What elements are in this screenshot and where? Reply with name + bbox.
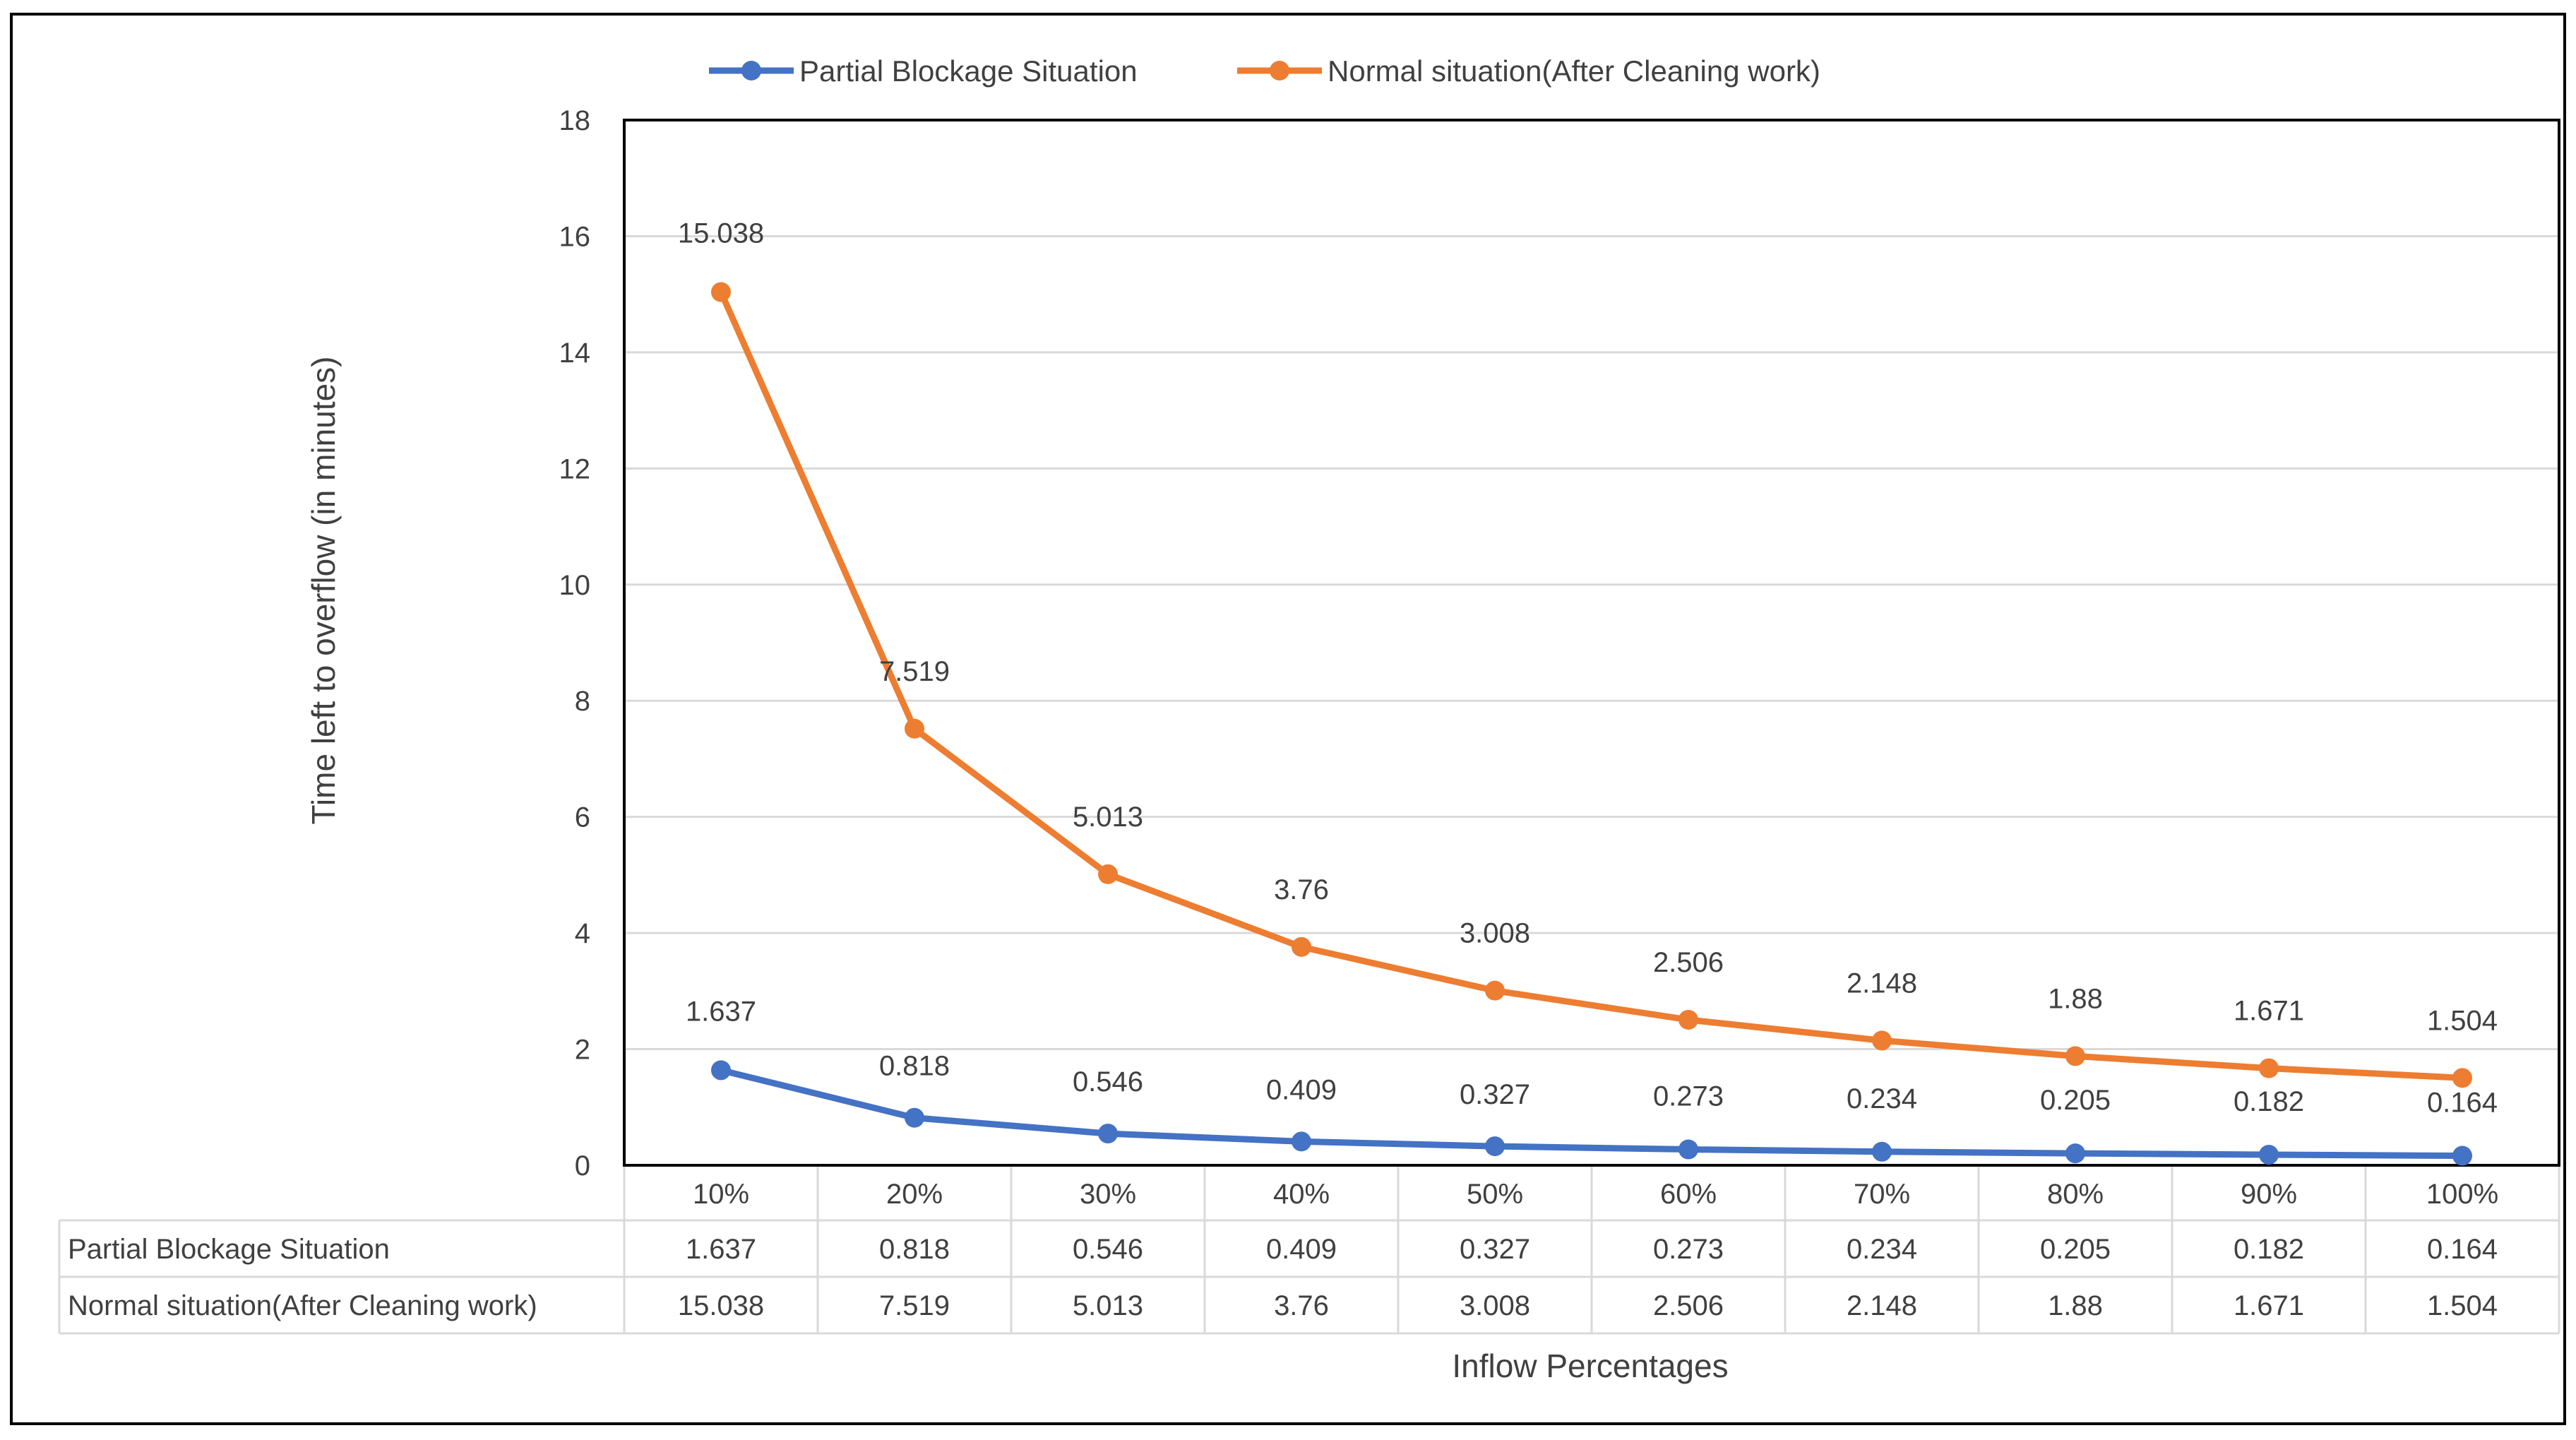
data-point [711, 1060, 731, 1081]
data-label: 0.546 [1073, 1066, 1143, 1097]
data-point [1292, 1131, 1311, 1152]
data-point [1485, 980, 1505, 1001]
data-point [1872, 1030, 1892, 1051]
table-cell: 7.519 [879, 1290, 950, 1321]
table-cell: 1.637 [686, 1234, 756, 1265]
data-point [2259, 1145, 2279, 1165]
table-cell: 15.038 [678, 1290, 764, 1321]
x-tick-label: 40% [1273, 1179, 1330, 1210]
data-label: 7.519 [879, 656, 950, 687]
data-point [2452, 1068, 2472, 1088]
table-cell: 0.234 [1847, 1234, 1917, 1265]
table-cell: 0.182 [2234, 1234, 2304, 1265]
data-label: 1.88 [2048, 983, 2103, 1014]
data-label: 1.504 [2427, 1005, 2498, 1036]
data-point [1872, 1141, 1892, 1162]
data-label: 2.506 [1653, 947, 1724, 978]
table-cell: 5.013 [1073, 1290, 1143, 1321]
table-cell: 0.409 [1266, 1234, 1337, 1265]
y-tick-label: 14 [559, 338, 591, 369]
series-line [717, 1066, 2466, 1160]
outer-border [10, 13, 2566, 1425]
legend-label: Normal situation(After Cleaning work) [1328, 54, 1820, 88]
x-tick-label: 20% [886, 1179, 943, 1210]
data-label: 3.008 [1460, 918, 1530, 949]
legend-swatch-marker [1270, 61, 1289, 81]
data-label: 5.013 [1073, 802, 1143, 833]
data-point [711, 282, 731, 302]
table-cell: 0.205 [2040, 1234, 2111, 1265]
table-cell: 0.273 [1653, 1234, 1724, 1265]
y-tick-label: 6 [575, 802, 590, 833]
table-cell: 1.504 [2427, 1290, 2498, 1321]
data-point [2259, 1058, 2279, 1078]
data-label: 0.234 [1847, 1083, 1917, 1114]
data-point [1098, 864, 1118, 884]
gridlines [624, 234, 2559, 1051]
data-point [1098, 1124, 1118, 1144]
table-cell: 3.008 [1460, 1290, 1530, 1321]
y-tick-label: 2 [575, 1035, 590, 1066]
y-tick-label: 10 [559, 570, 591, 601]
data-label: 0.164 [2427, 1088, 2498, 1119]
data-label: 1.671 [2234, 996, 2304, 1027]
x-tick-label: 70% [1854, 1179, 1910, 1210]
y-axis-title: Time left to overflow (in minutes) [305, 357, 342, 825]
y-tick-label: 12 [559, 453, 591, 484]
data-label: 1.637 [686, 996, 756, 1027]
x-tick-label: 90% [2241, 1179, 2297, 1210]
y-tick-label: 8 [575, 686, 590, 717]
data-label: 0.818 [879, 1051, 950, 1082]
data-label: 0.409 [1266, 1074, 1337, 1105]
data-point [1678, 1139, 1698, 1160]
x-tick-label: 30% [1080, 1179, 1136, 1210]
y-tick-label: 18 [559, 105, 591, 136]
table-cell: 2.506 [1653, 1290, 1724, 1321]
data-point [905, 718, 924, 739]
data-point [1485, 1136, 1505, 1157]
table-cell: 1.88 [2048, 1290, 2103, 1321]
legend: Partial Blockage Situation Normal situati… [709, 54, 1820, 88]
y-tick-label: 16 [559, 221, 591, 252]
table-cell: 1.671 [2234, 1290, 2304, 1321]
data-point [1678, 1009, 1698, 1030]
data-table: 10% 20% 30% 40% 50% 60% 70% 80% 90% 100% Partial B… [58, 1165, 2560, 1335]
data-point [2452, 1146, 2472, 1166]
table-cell: 0.818 [879, 1234, 950, 1265]
data-label: 0.327 [1460, 1079, 1530, 1110]
series-layer: 1.637 0.818 0.546 0.409 0.327 0.273 0.234 0.205… [678, 218, 2498, 1166]
data-point [2065, 1143, 2085, 1164]
data-label: 0.273 [1653, 1081, 1724, 1112]
data-point [905, 1107, 924, 1128]
table-cell: 3.76 [1274, 1290, 1329, 1321]
x-tick-label: 10% [693, 1179, 749, 1210]
y-tick-label: 0 [575, 1150, 590, 1182]
table-cell: 2.148 [1847, 1290, 1917, 1321]
x-tick-label: 50% [1467, 1179, 1523, 1210]
data-label: 0.205 [2040, 1085, 2111, 1116]
data-label: 2.148 [1847, 968, 1917, 999]
series-line [717, 289, 2466, 1081]
data-point [1292, 936, 1311, 957]
data-point [2065, 1046, 2085, 1066]
plot-area-border [623, 119, 2560, 1167]
data-label: 15.038 [678, 218, 764, 249]
y-axis-ticks: 0 2 4 6 8 10 12 14 16 18 [559, 105, 591, 1182]
table-cell: 0.546 [1073, 1234, 1143, 1265]
x-axis-title: Inflow Percentages [1452, 1347, 1728, 1384]
legend-label: Partial Blockage Situation [799, 54, 1138, 88]
data-label: 3.76 [1274, 874, 1329, 905]
x-tick-label: 80% [2047, 1179, 2104, 1210]
data-label: 0.182 [2234, 1086, 2304, 1117]
table-row-header: Normal situation(After Cleaning work) [68, 1290, 537, 1321]
x-tick-label: 60% [1660, 1179, 1717, 1210]
legend-swatch-marker [741, 61, 761, 81]
table-cell: 0.327 [1460, 1234, 1530, 1265]
x-tick-label: 100% [2426, 1179, 2498, 1210]
table-row-header: Partial Blockage Situation [68, 1234, 390, 1265]
table-cell: 0.164 [2427, 1234, 2498, 1265]
y-tick-label: 4 [575, 918, 590, 949]
